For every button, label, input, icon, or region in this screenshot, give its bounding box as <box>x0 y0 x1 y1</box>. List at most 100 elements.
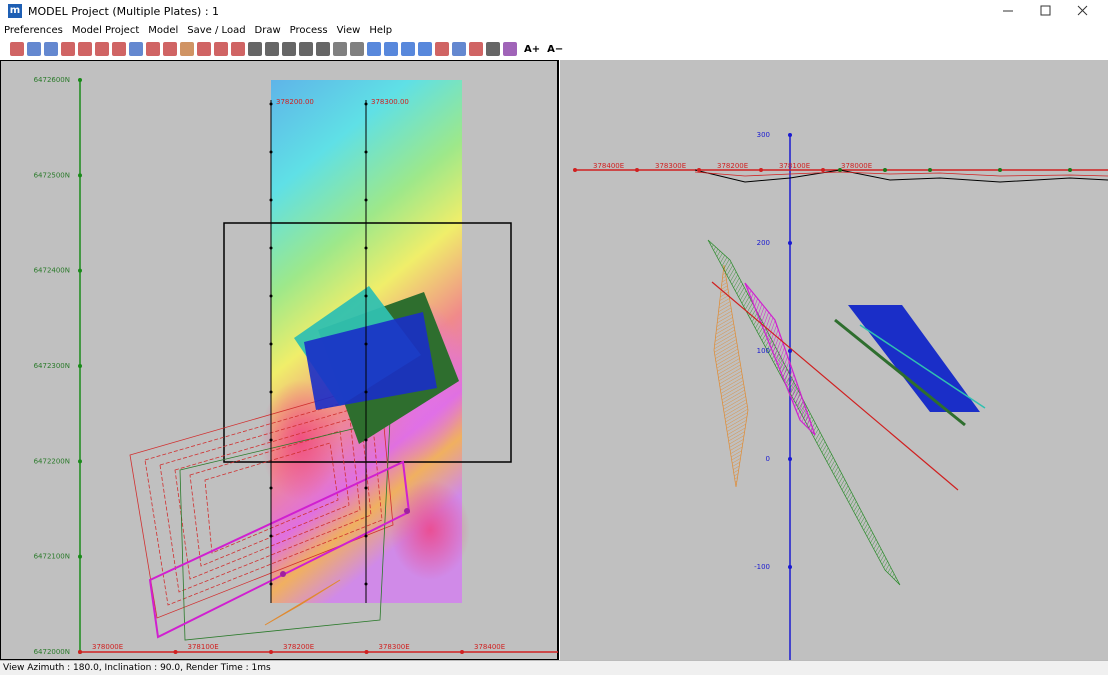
station <box>364 534 368 538</box>
views: 6472600N 6472500N 6472400N 6472300N 6472200N… <box>0 60 1108 660</box>
plate-blue <box>304 312 437 410</box>
toolbar-button[interactable] <box>27 42 41 56</box>
station <box>364 198 368 202</box>
tick-point <box>460 650 464 654</box>
plate-outline-orange <box>264 579 341 626</box>
station <box>269 150 273 154</box>
menu-item[interactable]: Model <box>148 24 179 36</box>
easting-label: 378000E <box>92 643 123 651</box>
northing-label: 6472500N <box>34 171 70 179</box>
menu-bar: Preferences Model Project Model Save / Load… <box>0 22 392 38</box>
tick-point <box>821 168 825 172</box>
line-label: 378300.00 <box>371 98 409 106</box>
easting-label: 378200E <box>717 162 748 170</box>
menu-item[interactable]: Preferences <box>4 24 63 36</box>
toolbar-button[interactable] <box>214 42 228 56</box>
toolbar-button[interactable] <box>452 42 466 56</box>
menu-item[interactable]: Save / Load <box>187 24 246 36</box>
profile-point <box>998 168 1002 172</box>
toolbar-button[interactable] <box>180 42 194 56</box>
toolbar-button[interactable] <box>486 42 500 56</box>
toolbar-button[interactable] <box>350 42 364 56</box>
toolbar-button[interactable] <box>78 42 92 56</box>
profile-point <box>883 168 887 172</box>
toolbar-button[interactable] <box>282 42 296 56</box>
toolbar-button[interactable] <box>163 42 177 56</box>
tick-point <box>78 78 82 82</box>
station <box>364 102 368 106</box>
toolbar-button[interactable] <box>435 42 449 56</box>
toolbar-button[interactable] <box>401 42 415 56</box>
station <box>269 102 273 106</box>
northing-label: 6472100N <box>34 553 70 561</box>
close[interactable] <box>1077 5 1088 16</box>
tick-point <box>697 168 701 172</box>
elevation-label: 100 <box>757 347 770 355</box>
window-title: MODEL Project (Multiple Plates) : 1 <box>28 4 220 18</box>
model-extent <box>223 222 512 463</box>
plate-outline-green <box>179 419 391 641</box>
toolbar-button[interactable] <box>197 42 211 56</box>
toolbar-button[interactable]: A− <box>547 43 564 55</box>
toolbar-button[interactable] <box>61 42 75 56</box>
toolbar-button[interactable] <box>316 42 330 56</box>
station <box>364 390 368 394</box>
toolbar-button[interactable] <box>95 42 109 56</box>
toolbar-button[interactable] <box>231 42 245 56</box>
toolbar-button[interactable] <box>44 42 58 56</box>
tick-point <box>788 565 792 569</box>
tick-point <box>78 363 82 368</box>
terrain-profile <box>694 169 1108 183</box>
tick-point <box>78 459 82 464</box>
menu-item[interactable]: Model Project <box>71 24 140 36</box>
toolbar: A+ A− <box>0 38 1108 60</box>
easting-label: 378100E <box>188 643 219 651</box>
tick-point <box>78 554 82 559</box>
toolbar-button[interactable] <box>265 42 279 56</box>
easting-label: 378300E <box>655 162 686 170</box>
station <box>364 582 368 586</box>
status-bar: View Azimuth : 180.0, Inclination : 90.0… <box>0 660 1108 675</box>
tick-point <box>788 241 792 245</box>
raster-anomaly <box>390 480 470 580</box>
station <box>269 582 273 586</box>
toolbar-button[interactable] <box>129 42 143 56</box>
menu-item[interactable]: Process <box>289 24 328 36</box>
northing-label: 6472000N <box>34 648 70 656</box>
station <box>269 390 273 394</box>
toolbar-button[interactable] <box>146 42 160 56</box>
toolbar-button[interactable] <box>469 42 483 56</box>
menu-item[interactable]: View <box>336 24 361 36</box>
toolbar-button[interactable] <box>367 42 381 56</box>
toolbar-button[interactable] <box>10 42 24 56</box>
toolbar-button[interactable] <box>503 42 517 56</box>
plate-marker <box>280 571 286 577</box>
maximize[interactable] <box>1040 5 1051 16</box>
plan-view[interactable]: 6472600N 6472500N 6472400N 6472300N 6472200N… <box>0 60 559 660</box>
elevation-label: 300 <box>757 131 770 139</box>
tick-point <box>788 133 792 137</box>
profile-point <box>838 168 842 172</box>
menu-item[interactable]: Help <box>369 24 393 36</box>
toolbar-button[interactable] <box>299 42 313 56</box>
tick-point <box>78 268 82 273</box>
station <box>269 198 273 202</box>
toolbar-button[interactable] <box>112 42 126 56</box>
station <box>269 342 273 346</box>
tick-point <box>788 457 792 461</box>
toolbar-button[interactable] <box>248 42 262 56</box>
tick-point <box>78 173 82 178</box>
app-icon: m <box>8 4 22 18</box>
easting-label: 378300E <box>379 643 410 651</box>
menu-item[interactable]: Draw <box>254 24 281 36</box>
northing-label: 6472200N <box>34 457 70 465</box>
line-label: 378200.00 <box>276 98 314 106</box>
window-controls[interactable] <box>978 0 1108 22</box>
tick-point <box>788 349 792 353</box>
section-view[interactable]: 300 200 100 0 -100 378400E 378300E 378200E 37810… <box>560 60 1108 660</box>
toolbar-button[interactable]: A+ <box>524 43 541 55</box>
profile-point <box>928 168 932 172</box>
toolbar-button[interactable] <box>384 42 398 56</box>
toolbar-button[interactable] <box>418 42 432 56</box>
toolbar-button[interactable] <box>333 42 347 56</box>
